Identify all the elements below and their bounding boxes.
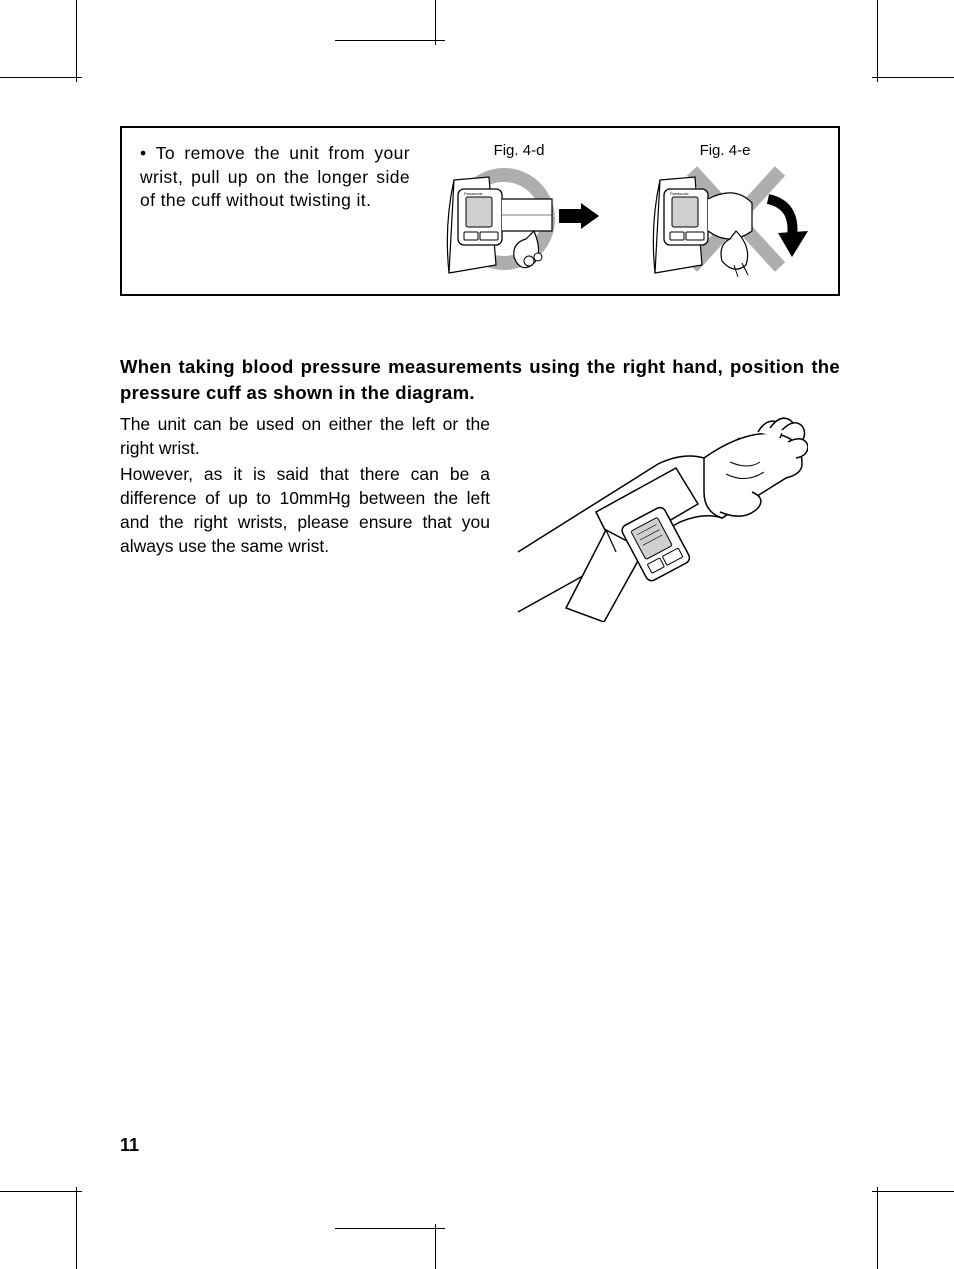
figure-4d: Fig. 4-d Panasonic [422,142,616,280]
crop-mark [435,0,436,45]
page-number: 11 [120,1135,139,1156]
section-heading: When taking blood pressure measurements … [120,354,840,406]
section-text: The unit can be used on either the left … [120,412,490,627]
crop-mark [0,77,82,78]
info-box: •To remove the unit from your wrist, pul… [120,126,840,296]
crop-mark [0,1191,82,1192]
section-para-1: The unit can be used on either the left … [120,412,490,460]
section-para-2: However, as it is said that there can be… [120,462,490,559]
arrow-right-icon [559,203,599,229]
crop-mark [435,1224,436,1269]
crop-mark [76,1187,77,1269]
bullet-icon: • [140,142,156,166]
svg-text:Panasonic: Panasonic [464,191,483,196]
info-bullet-text: To remove the unit from your wrist, pull… [140,143,410,210]
manual-page: •To remove the unit from your wrist, pul… [0,0,954,1269]
crop-mark [872,77,954,78]
right-hand-figure [508,412,840,627]
crop-mark [335,1228,445,1229]
svg-text:Panasonic: Panasonic [670,191,689,196]
figure-4d-label: Fig. 4-d [494,142,545,159]
crop-mark [872,1191,954,1192]
figure-4d-diagram: Panasonic [434,165,604,280]
crop-mark [877,0,878,82]
figure-4e-diagram: Panasonic [640,165,810,280]
crop-mark [76,0,77,82]
content-area: •To remove the unit from your wrist, pul… [120,126,840,627]
info-box-text: •To remove the unit from your wrist, pul… [140,142,410,280]
crop-mark [877,1187,878,1269]
figure-4e: Fig. 4-e Panasonic [628,142,822,280]
section-body: The unit can be used on either the left … [120,412,840,627]
figure-4e-label: Fig. 4-e [700,142,751,159]
arrow-curve-down-icon [768,199,808,257]
crop-mark [335,40,445,41]
right-hand-section: When taking blood pressure measurements … [120,354,840,627]
